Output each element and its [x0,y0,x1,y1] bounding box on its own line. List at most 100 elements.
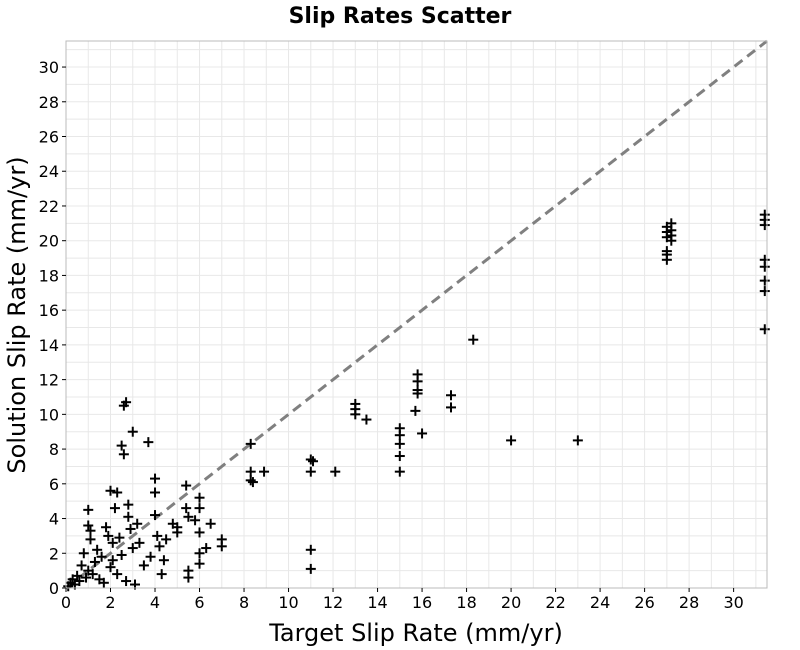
data-point [468,334,479,345]
data-point [350,409,361,420]
y-axis-label: Solution Slip Rate (mm/yr) [3,156,31,473]
data-point [105,562,116,573]
x-axis-label: Target Slip Rate (mm/yr) [268,619,563,647]
data-point [83,504,94,515]
data-point [92,544,103,555]
data-point [152,530,163,541]
x-tick-label: 0 [61,593,71,612]
data-point [87,569,98,580]
data-point [417,428,428,439]
data-point [121,397,132,408]
data-point [445,402,456,413]
data-point [445,390,456,401]
data-point [172,527,183,538]
data-point [107,537,118,548]
grid-lines [66,41,767,588]
data-point [72,570,83,581]
plot-frame [65,40,768,589]
data-point [134,537,145,548]
data-point [158,555,169,566]
data-point [127,543,138,554]
y-tick-label: 22 [39,197,59,216]
data-point [661,254,672,265]
data-point [183,511,194,522]
x-tick-label: 26 [634,593,654,612]
y-tick-label: 8 [49,440,59,459]
data-point [394,430,405,441]
data-point [81,572,92,583]
data-point [156,569,167,580]
data-point [116,440,127,451]
data-point [245,466,256,477]
y-tick-label: 14 [39,336,59,355]
x-tick-label: 8 [239,593,249,612]
data-point [154,541,165,552]
data-point [412,388,423,399]
data-point [116,550,127,561]
y-tick-label: 6 [49,475,59,494]
data-point [125,523,136,534]
data-point [194,558,205,569]
data-point [201,543,212,554]
data-point [305,466,316,477]
data-point [361,414,372,425]
data-point [101,522,112,533]
data-point [89,556,100,567]
data-point [103,530,114,541]
data-point [759,261,770,272]
data-point [759,275,770,286]
data-point [138,560,149,571]
data-point [78,548,89,559]
data-point [150,510,161,521]
x-tick-label: 4 [150,593,160,612]
x-tick-label: 20 [501,593,521,612]
data-point [114,532,125,543]
data-point [572,435,583,446]
y-tick-label: 20 [39,232,59,251]
data-point [105,485,116,496]
data-point [247,477,258,488]
data-point [412,376,423,387]
data-point [150,473,161,484]
data-point [216,541,227,552]
data-point [410,405,421,416]
data-point [759,286,770,297]
data-point [308,456,319,467]
data-point [506,435,517,446]
x-axis-ticks: 0 2 4 6 8 10 12 14 16 18 20 22 24 26 28 30 [61,588,744,612]
data-point [74,576,85,587]
data-point [181,503,192,514]
data-point [759,324,770,335]
x-tick-label: 22 [545,593,565,612]
data-point [150,487,161,498]
data-point [112,487,123,498]
data-point [394,451,405,462]
data-point [305,544,316,555]
x-tick-label: 18 [456,593,476,612]
data-point [145,551,156,562]
data-point [85,534,96,545]
x-tick-label: 6 [194,593,204,612]
data-point [85,525,96,536]
data-point [161,534,172,545]
y-tick-label: 26 [39,128,59,147]
data-point [259,466,270,477]
y-tick-label: 24 [39,162,59,181]
data-point [181,480,192,491]
data-point [109,503,120,514]
chart-title: Slip Rates Scatter [289,4,512,29]
x-tick-label: 2 [105,593,115,612]
data-point [194,503,205,514]
y-tick-label: 10 [39,405,59,424]
y-tick-label: 18 [39,266,59,285]
data-point [121,576,132,587]
data-point [83,520,94,531]
data-point [118,449,129,460]
data-point [107,555,118,566]
data-point [112,569,123,580]
data-point [127,426,138,437]
y-tick-label: 12 [39,371,59,390]
data-point [305,454,316,465]
